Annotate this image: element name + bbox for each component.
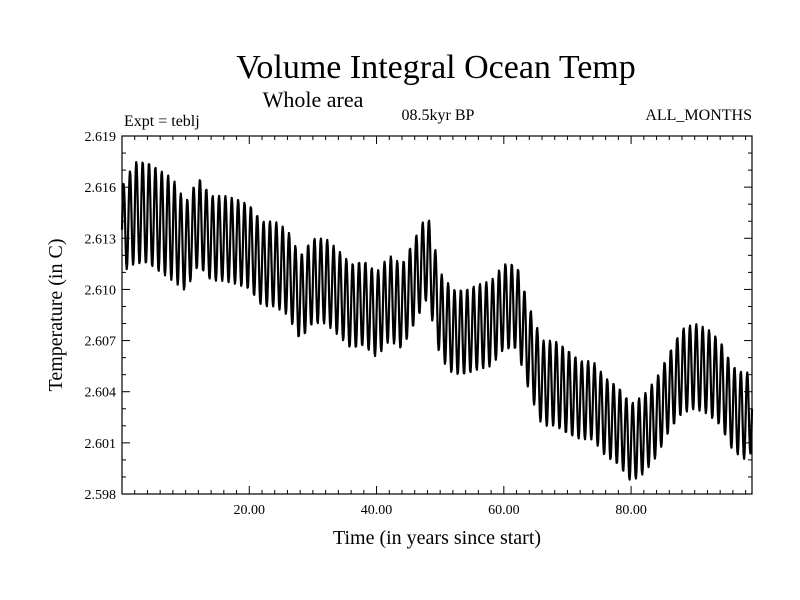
y-tick-label: 2.610 bbox=[85, 283, 117, 298]
x-tick-label: 20.00 bbox=[234, 503, 266, 518]
months-label: ALL_MONTHS bbox=[645, 107, 752, 124]
x-tick-label: 40.00 bbox=[361, 503, 393, 518]
period-label: 08.5kyr BP bbox=[402, 107, 475, 124]
y-axis-label: Temperature (in C) bbox=[45, 239, 67, 392]
experiment-label: Expt = teblj bbox=[124, 113, 200, 130]
tick-labels: 20.00 40.00 60.00 80.00 2.598 2.601 2.604 2.607… bbox=[85, 130, 647, 518]
series-line bbox=[120, 160, 754, 481]
y-tick-label: 2.607 bbox=[85, 335, 117, 350]
x-tick-label: 60.00 bbox=[488, 503, 520, 518]
chart-subtitle: Whole area bbox=[263, 87, 364, 112]
plot-frame bbox=[121, 135, 753, 495]
y-tick-label: 2.616 bbox=[85, 181, 117, 196]
y-tick-label: 2.601 bbox=[85, 437, 117, 452]
x-axis-label: Time (in years since start) bbox=[333, 527, 541, 549]
y-tick-label: 2.619 bbox=[85, 130, 117, 145]
y-tick-label: 2.598 bbox=[85, 488, 117, 503]
y-tick-label: 2.613 bbox=[85, 232, 117, 247]
y-tick-label: 2.604 bbox=[85, 386, 117, 401]
x-tick-label: 80.00 bbox=[615, 503, 647, 518]
chart-title: Volume Integral Ocean Temp bbox=[236, 49, 636, 86]
